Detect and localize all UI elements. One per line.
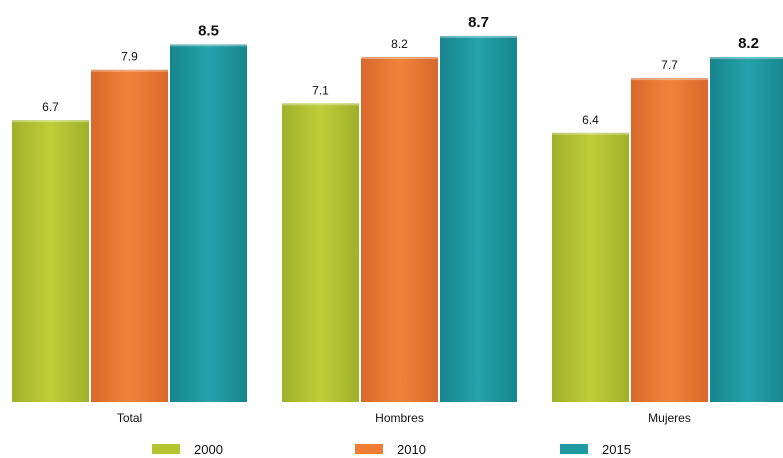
bar-highlight [12,120,89,123]
bar-hombres-2000 [282,103,359,402]
legend-label-2000: 2000 [194,441,223,457]
bar-total-2000 [12,120,89,402]
legend-label-2015: 2015 [602,441,631,457]
legend-item-2010: 2010 [355,440,426,458]
category-label-total: Total [117,411,142,425]
category-label-mujeres: Mujeres [648,411,691,425]
bar-highlight [552,132,629,135]
bar-hombres-2015 [440,36,517,402]
bar-mujeres-2000 [552,132,629,403]
bar-highlight [710,57,783,60]
bar-highlight [361,57,438,60]
legend-label-2010: 2010 [397,441,426,457]
bars-layer [12,36,783,403]
bar-mujeres-2010 [631,78,708,402]
value-label-mujeres-2010: 7.7 [661,58,678,72]
category-labels-layer: Total Hombres Mujeres [117,411,691,425]
bar-highlight [631,78,708,81]
value-label-total-2010: 7.9 [121,50,138,64]
legend-item-2000: 2000 [152,440,223,458]
value-label-hombres-2015: 8.7 [468,14,489,31]
value-label-total-2000: 6.7 [42,100,59,114]
value-label-mujeres-2015: 8.2 [738,35,759,52]
value-label-hombres-2010: 8.2 [391,37,408,51]
bar-highlight [282,103,359,106]
bar-highlight [91,69,168,72]
value-label-hombres-2000: 7.1 [312,83,329,97]
bar-highlight [170,44,247,47]
bar-highlight [440,36,517,38]
value-labels-layer: 6.7 7.9 8.5 7.1 8.2 8.7 6.4 7.7 8.2 [42,14,759,127]
category-label-hombres: Hombres [375,411,424,425]
value-label-total-2015: 8.5 [198,22,219,39]
value-label-mujeres-2000: 6.4 [582,113,599,127]
legend-item-2015: 2015 [560,440,631,458]
bar-mujeres-2015 [710,57,783,402]
bar-total-2015 [170,44,247,403]
legend-swatch-2015 [560,444,588,454]
legend: 2000 2010 2015 [0,440,783,458]
legend-swatch-2010 [355,444,383,454]
bar-hombres-2010 [361,57,438,402]
bar-total-2010 [91,69,168,402]
legend-swatch-2000 [152,444,180,454]
